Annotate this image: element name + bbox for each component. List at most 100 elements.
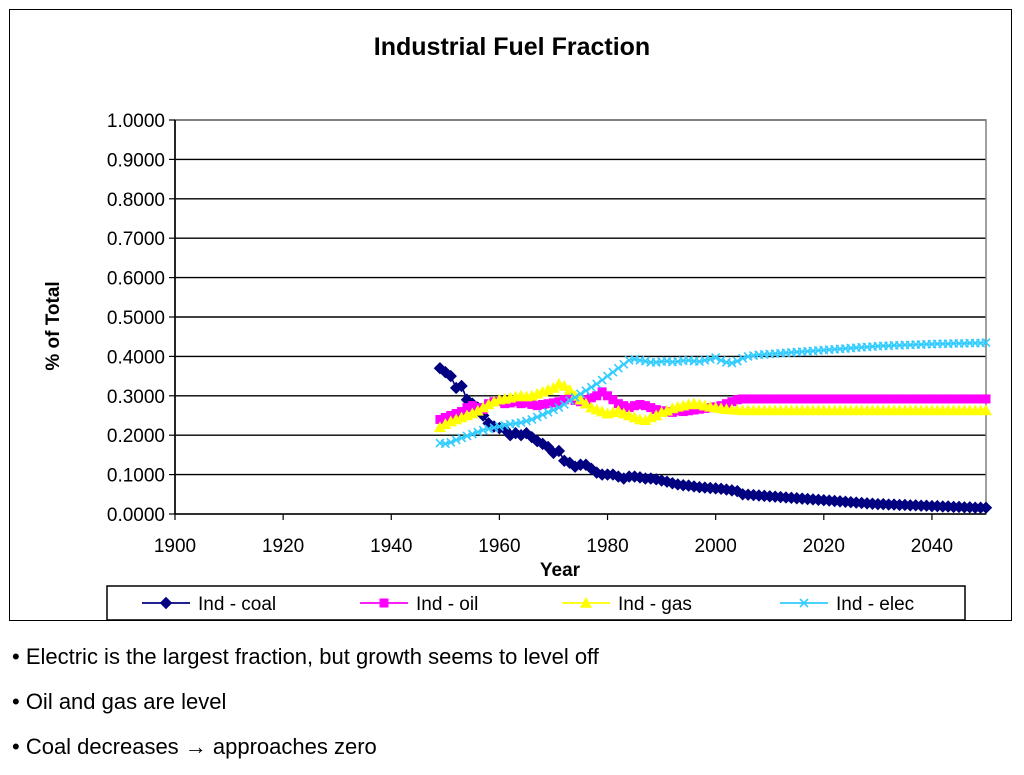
chart-title: Industrial Fuel Fraction [374, 33, 650, 61]
data-point [548, 405, 559, 415]
y-axis-label: % of Total [43, 281, 64, 370]
data-point [727, 397, 737, 407]
data-point [439, 418, 452, 429]
bullet-electric: • Electric is the largest fraction, but … [12, 644, 599, 669]
marker-stroke [440, 439, 450, 449]
data-point [922, 394, 932, 404]
marker-stroke [586, 382, 596, 392]
data-point [867, 394, 877, 404]
marker-stroke [981, 338, 991, 348]
data-point [543, 407, 553, 417]
data-point [646, 403, 656, 413]
data-point [976, 394, 986, 404]
series-ind-elec [435, 338, 991, 449]
marker-stroke [559, 399, 569, 410]
data-point [754, 394, 764, 404]
data-point [949, 394, 959, 404]
y-tick-label: 0.3000 [107, 387, 165, 408]
marker-stroke [494, 421, 504, 432]
marker-stroke [467, 429, 477, 439]
x-tick-label: 1920 [262, 536, 304, 557]
x-axis-label: Year [540, 560, 581, 581]
data-point [608, 367, 618, 377]
x-tick-label: 1980 [586, 536, 628, 557]
legend-item-ind-elec: Ind - elec [780, 594, 914, 615]
data-point [471, 404, 484, 416]
marker-stroke [456, 433, 467, 443]
marker-stroke [613, 363, 623, 373]
data-point [435, 414, 445, 424]
marker-stroke [727, 358, 737, 368]
data-point [830, 394, 840, 404]
marker-stroke [500, 420, 510, 430]
data-point [905, 394, 915, 404]
data-point [840, 394, 850, 404]
data-point [451, 435, 461, 445]
data-point [527, 399, 537, 409]
marker-stroke [570, 392, 580, 402]
data-point [943, 394, 953, 404]
marker-stroke [532, 412, 542, 422]
x-tick-label: 2020 [803, 536, 845, 557]
y-tick-label: 0.9000 [107, 150, 165, 171]
data-point [440, 412, 450, 422]
data-point [565, 395, 575, 406]
data-point [959, 394, 969, 404]
data-point [916, 394, 926, 404]
data-point [554, 403, 564, 413]
data-point [602, 371, 613, 381]
x-tick-label: 2000 [695, 536, 737, 557]
data-point [575, 389, 586, 399]
data-point [456, 433, 467, 443]
data-point [797, 394, 807, 404]
marker-stroke [489, 423, 499, 433]
data-point [927, 394, 937, 404]
marker-stroke [592, 379, 602, 389]
data-point [473, 427, 483, 437]
data-point [981, 338, 991, 348]
y-tick-label: 0.5000 [107, 308, 165, 329]
legend-marker [159, 596, 173, 610]
data-point [732, 395, 742, 405]
data-point [548, 398, 558, 408]
data-point [554, 397, 564, 407]
data-point [579, 397, 592, 409]
chart-frame: Industrial Fuel Fraction % of Total Year… [9, 9, 1012, 621]
data-point [846, 394, 856, 404]
data-point [440, 439, 450, 449]
data-point [727, 358, 737, 368]
data-point [979, 501, 993, 514]
data-point [851, 394, 861, 404]
data-point [444, 369, 457, 383]
data-point [466, 407, 479, 419]
marker-stroke [575, 389, 586, 399]
x-tick-label: 1900 [154, 536, 196, 557]
legend-item-ind-oil: Ind - oil [360, 594, 478, 615]
marker-stroke [473, 427, 483, 437]
data-point [565, 393, 575, 403]
data-point [477, 401, 490, 413]
data-point [462, 403, 472, 413]
marker-stroke [548, 405, 559, 415]
y-tick-label: 0.0000 [107, 505, 165, 526]
legend-label: Ind - coal [198, 594, 276, 615]
data-point [932, 394, 942, 404]
y-tick-label: 0.8000 [107, 190, 165, 211]
marker-stroke [711, 353, 721, 363]
marker-stroke [597, 375, 607, 385]
legend-label: Ind - gas [618, 594, 692, 615]
data-point [808, 394, 818, 404]
marker-stroke [705, 354, 715, 364]
data-point [467, 429, 477, 439]
data-point [592, 391, 602, 401]
line-chart: Industrial Fuel Fraction % of Total Year… [43, 33, 993, 620]
bullet-list: • Electric is the largest fraction, but … [12, 640, 1012, 775]
data-point [889, 394, 899, 404]
data-point [586, 393, 596, 403]
data-point [765, 394, 775, 404]
data-point [597, 375, 607, 385]
marker-stroke [694, 356, 705, 367]
marker-stroke [462, 431, 472, 441]
legend-item-ind-gas: Ind - gas [562, 594, 692, 615]
legend-marker [799, 598, 809, 608]
